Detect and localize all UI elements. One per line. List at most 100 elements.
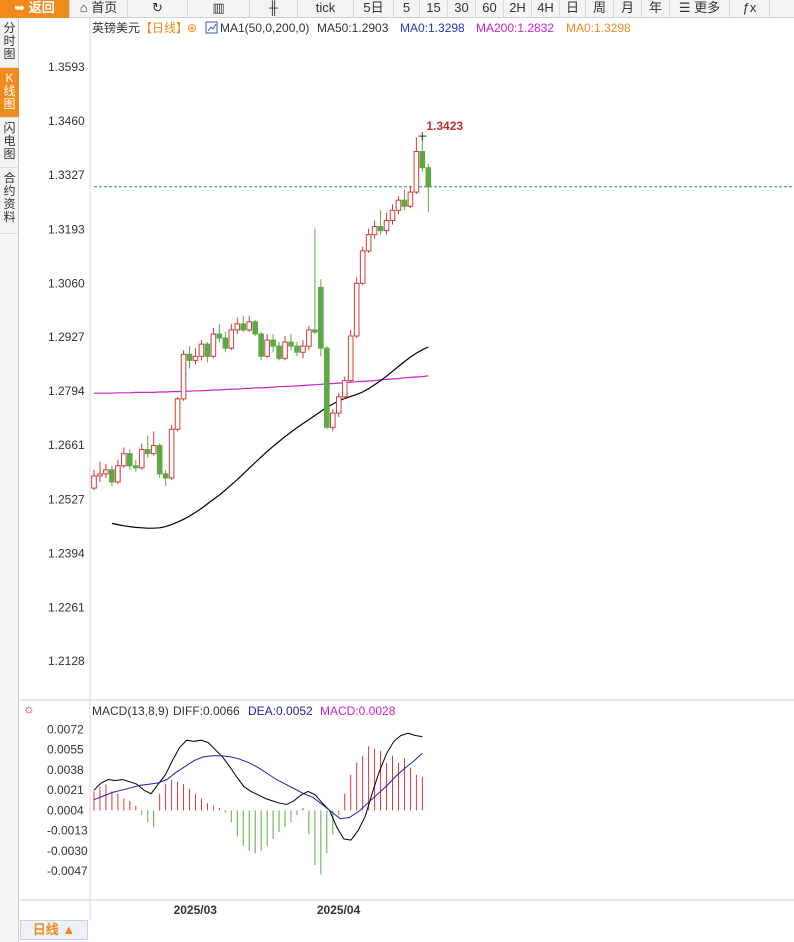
sidebar-item-2[interactable]: 闪电图	[0, 118, 19, 168]
toolbar-tick[interactable]: tick	[298, 0, 354, 18]
toolbar-label: 4H	[537, 0, 554, 15]
toolbar-label: 2H	[509, 0, 526, 15]
toolbar-5[interactable]: 5	[394, 0, 420, 18]
sidebar-item-3[interactable]: 合约资料	[0, 168, 19, 234]
candle-body	[330, 412, 336, 428]
macd-tick-label: 0.0021	[47, 783, 84, 797]
toolbar-2h[interactable]: 2H	[504, 0, 532, 18]
toolbar-label: 5	[402, 0, 411, 15]
refresh-icon: ↻	[152, 0, 163, 15]
toolbar-more[interactable]: ☰ 更多	[670, 0, 730, 18]
candlestick-icon: ╫	[268, 0, 279, 15]
candle-body	[115, 465, 121, 483]
candle-body	[234, 323, 241, 331]
candle-body	[192, 355, 199, 361]
toolbar-back[interactable]: ➥ 返回	[0, 0, 70, 18]
y-tick-label: 1.2261	[48, 600, 85, 614]
macd-value: MACD:0.0028	[320, 704, 396, 718]
candle-body	[377, 226, 384, 232]
candle-body	[144, 449, 151, 455]
toolbar-label: 5日	[363, 0, 384, 15]
candle-body	[401, 199, 408, 207]
y-axis-ticks: 1.3593 1.3460 1.3327 1.3193 1.3060 1.2927 1.27…	[48, 60, 85, 668]
candle-body	[138, 449, 145, 469]
toolbar-home[interactable]: ⌂ 首页	[70, 0, 128, 18]
candle-body	[288, 341, 294, 347]
candle-body	[168, 428, 175, 479]
candle-body	[264, 339, 270, 357]
candle-body	[91, 475, 97, 489]
macd-axis-ticks: 0.0072 0.0055 0.0038 0.0021 0.0004 -0.0013 -0.…	[47, 723, 88, 879]
toolbar-kline[interactable]: ╫	[250, 0, 298, 18]
candle-body	[210, 333, 217, 357]
toolbar-15[interactable]: 15	[420, 0, 448, 18]
x-axis-label: 2025/03	[174, 903, 218, 917]
candle-body	[306, 329, 312, 347]
candle-body	[252, 321, 258, 335]
y-tick-label: 1.2661	[48, 438, 85, 452]
toolbar-label: 30	[454, 0, 469, 15]
candle-body	[127, 453, 133, 467]
candle-body	[419, 151, 426, 169]
candle-body	[103, 469, 109, 475]
candle-body	[216, 333, 223, 339]
macd-tick-label: 0.0038	[47, 763, 84, 777]
indicator-icon[interactable]	[205, 21, 218, 34]
candle-body	[365, 234, 372, 252]
toolbar-indicator[interactable]: ▥	[188, 0, 250, 18]
y-tick-label: 1.3460	[48, 114, 85, 128]
toolbar-4h[interactable]: 4H	[532, 0, 560, 18]
macd-tick-label: 0.0072	[47, 723, 84, 737]
candle-body	[270, 339, 276, 347]
candle-body	[258, 333, 264, 357]
candle-body	[407, 191, 414, 207]
macd-diff: DIFF:0.0066	[173, 704, 240, 718]
back-arrow-icon: ➥	[14, 0, 29, 15]
candle-body	[282, 341, 288, 359]
y-tick-label: 1.3060	[48, 276, 85, 290]
y-tick-label: 1.2128	[48, 654, 85, 668]
candle-body	[324, 347, 330, 428]
candle-body	[198, 343, 205, 357]
sidebar-item-0[interactable]: 分时图	[0, 18, 19, 68]
candle-body	[246, 321, 253, 331]
diff-line	[93, 732, 423, 841]
symbol-label: 英镑美元	[92, 20, 140, 35]
y-tick-label: 1.3193	[48, 222, 85, 236]
ma0-value: MA0:1.3298	[400, 21, 465, 35]
kline-chart[interactable]: 英镑美元 【日线】 ⊕ MA1(50,0,200,0) MA50:1.2903 …	[20, 18, 794, 920]
toolbar-label: 年	[648, 0, 662, 15]
sun-icon[interactable]: ☼	[23, 701, 35, 716]
period-tab[interactable]: 日线 ▲	[20, 920, 88, 940]
time-axis-labels: 2025/03 2025/04	[174, 903, 361, 917]
candle-body	[240, 323, 247, 331]
indicator-icon-line	[207, 23, 217, 32]
candle-body	[294, 345, 300, 353]
toolbar-label: ƒx	[742, 0, 757, 15]
settings-icon[interactable]: ⊕	[187, 21, 197, 35]
high-label: 1.3423	[426, 119, 463, 133]
sidebar-item-1[interactable]: K线图	[0, 68, 19, 118]
toolbar-5d[interactable]: 5日	[354, 0, 394, 18]
candle-body	[174, 398, 181, 430]
candle-body	[222, 337, 229, 349]
toolbar-day[interactable]: 日	[560, 0, 586, 18]
toolbar-fx[interactable]: ƒx	[730, 0, 770, 18]
sidebar: 分时图 K线图 闪电图 合约资料	[0, 18, 19, 942]
candle-body	[97, 473, 103, 477]
high-annotation: 1.3423	[418, 119, 463, 141]
macd-name: MACD(13,8,9)	[92, 704, 169, 718]
toolbar-label: 月	[620, 0, 634, 15]
ma200-value: MA200:1.2832	[476, 21, 554, 35]
candle-body	[276, 345, 282, 359]
toolbar-60[interactable]: 60	[476, 0, 504, 18]
macd-legend: ☼ MACD(13,8,9) DIFF:0.0066 DEA:0.0052 MA…	[23, 701, 396, 718]
toolbar-30[interactable]: 30	[448, 0, 476, 18]
toolbar-week[interactable]: 周	[586, 0, 614, 18]
toolbar-month[interactable]: 月	[614, 0, 642, 18]
toolbar-refresh[interactable]: ↻	[128, 0, 188, 18]
bar-chart-icon: ▥	[212, 0, 225, 15]
candle-body	[395, 199, 402, 211]
indicator-name: MA1(50,0,200,0)	[220, 21, 309, 35]
toolbar-year[interactable]: 年	[642, 0, 670, 18]
